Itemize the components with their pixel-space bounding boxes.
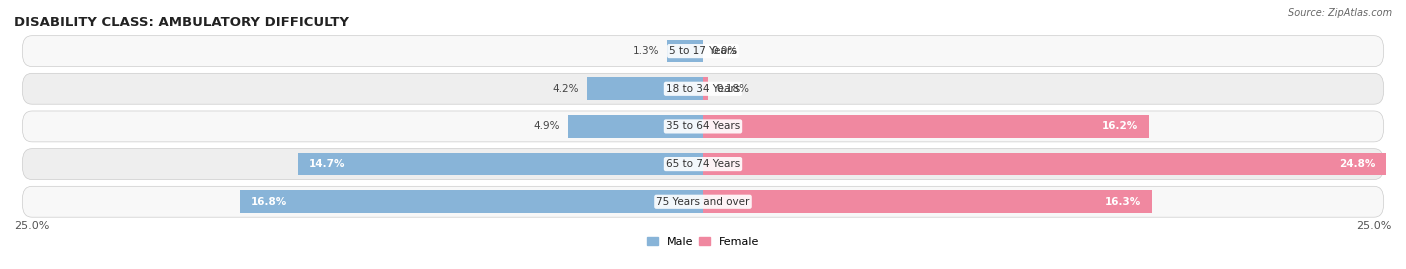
Text: 18 to 34 Years: 18 to 34 Years [666, 84, 740, 94]
Text: 0.0%: 0.0% [711, 46, 738, 56]
Text: 16.2%: 16.2% [1102, 121, 1139, 132]
FancyBboxPatch shape [22, 149, 1384, 179]
Text: 4.9%: 4.9% [533, 121, 560, 132]
Text: 5 to 17 Years: 5 to 17 Years [669, 46, 737, 56]
Text: 25.0%: 25.0% [1357, 221, 1392, 231]
Text: 25.0%: 25.0% [14, 221, 49, 231]
Text: 1.3%: 1.3% [633, 46, 659, 56]
Bar [588, 77, 703, 100]
Bar [703, 115, 1150, 138]
Bar [240, 190, 703, 213]
Bar [703, 77, 709, 100]
Text: 4.2%: 4.2% [553, 84, 579, 94]
Bar [703, 190, 1152, 213]
Legend: Male, Female: Male, Female [644, 234, 762, 249]
Bar [703, 153, 1386, 175]
Text: DISABILITY CLASS: AMBULATORY DIFFICULTY: DISABILITY CLASS: AMBULATORY DIFFICULTY [14, 16, 349, 29]
Text: 0.18%: 0.18% [716, 84, 749, 94]
FancyBboxPatch shape [22, 186, 1384, 217]
Text: 35 to 64 Years: 35 to 64 Years [666, 121, 740, 132]
Text: 65 to 74 Years: 65 to 74 Years [666, 159, 740, 169]
Text: 16.3%: 16.3% [1105, 197, 1142, 207]
Text: 75 Years and over: 75 Years and over [657, 197, 749, 207]
FancyBboxPatch shape [22, 36, 1384, 66]
Bar [668, 40, 703, 62]
FancyBboxPatch shape [22, 73, 1384, 104]
Text: 24.8%: 24.8% [1339, 159, 1375, 169]
Text: Source: ZipAtlas.com: Source: ZipAtlas.com [1288, 8, 1392, 18]
FancyBboxPatch shape [22, 111, 1384, 142]
Bar [568, 115, 703, 138]
Bar [298, 153, 703, 175]
Text: 16.8%: 16.8% [252, 197, 287, 207]
Text: 14.7%: 14.7% [309, 159, 346, 169]
